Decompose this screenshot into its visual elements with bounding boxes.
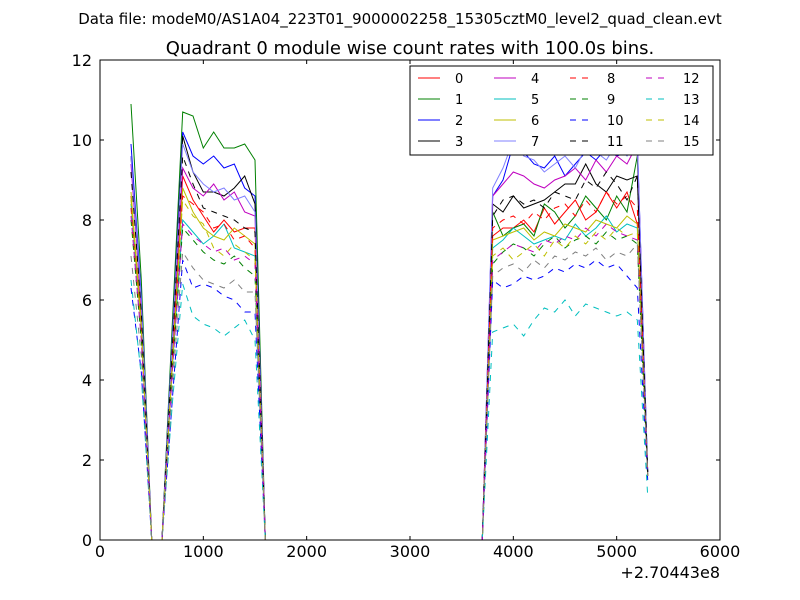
legend-label-11: 11 xyxy=(607,135,624,150)
x-tick-label: 0 xyxy=(95,542,105,561)
series-line-13 xyxy=(130,279,649,541)
series-line-15 xyxy=(130,242,649,541)
legend-label-0: 0 xyxy=(455,72,463,87)
legend-label-1: 1 xyxy=(455,93,463,108)
x-tick-label: 6000 xyxy=(700,542,741,561)
series-line-12 xyxy=(130,215,649,541)
legend-label-9: 9 xyxy=(607,93,615,108)
y-tick-label: 0 xyxy=(82,531,92,550)
series-line-8 xyxy=(130,191,649,541)
legend-label-6: 6 xyxy=(531,114,539,129)
legend-label-3: 3 xyxy=(455,135,463,150)
chart-title: Quadrant 0 module wise count rates with … xyxy=(166,38,655,59)
series-line-10 xyxy=(130,259,649,541)
legend-label-15: 15 xyxy=(683,135,700,150)
series-line-6 xyxy=(130,187,649,541)
y-tick-label: 6 xyxy=(82,291,92,310)
legend-label-13: 13 xyxy=(683,93,700,108)
legend-frame xyxy=(409,65,714,156)
series-line-11 xyxy=(130,155,649,541)
x-axis: 0 1000 2000 3000 4000 5000 6000 xyxy=(95,60,740,561)
series-line-0 xyxy=(130,175,649,541)
series-line-3 xyxy=(130,135,649,541)
series-line-4 xyxy=(130,142,649,541)
series-line-14 xyxy=(130,198,649,541)
series-line-5 xyxy=(130,203,649,541)
x-tick-label: 5000 xyxy=(596,542,637,561)
figure-suptitle: Data file: modeM0/AS1A04_223T01_90000022… xyxy=(78,10,722,29)
plot-lines xyxy=(130,103,649,541)
y-tick-label: 4 xyxy=(82,371,92,390)
x-offset-label: +2.70443e8 xyxy=(620,563,720,582)
legend-label-2: 2 xyxy=(455,114,463,129)
y-tick-label: 2 xyxy=(82,451,92,470)
y-tick-label: 10 xyxy=(72,131,92,150)
legend-label-10: 10 xyxy=(607,114,624,129)
y-tick-label: 8 xyxy=(82,211,92,230)
y-tick-label: 12 xyxy=(72,51,92,70)
x-tick-label: 1000 xyxy=(183,542,224,561)
legend-label-5: 5 xyxy=(531,93,539,108)
legend-label-12: 12 xyxy=(683,72,700,87)
legend-label-8: 8 xyxy=(607,72,615,87)
series-line-7 xyxy=(130,138,649,541)
legend-label-7: 7 xyxy=(531,135,539,150)
x-tick-label: 3000 xyxy=(390,542,431,561)
legend-label-4: 4 xyxy=(531,72,539,87)
series-line-2 xyxy=(130,131,649,541)
legend-label-14: 14 xyxy=(683,114,700,129)
x-tick-label: 4000 xyxy=(493,542,534,561)
x-tick-label: 2000 xyxy=(286,542,327,561)
